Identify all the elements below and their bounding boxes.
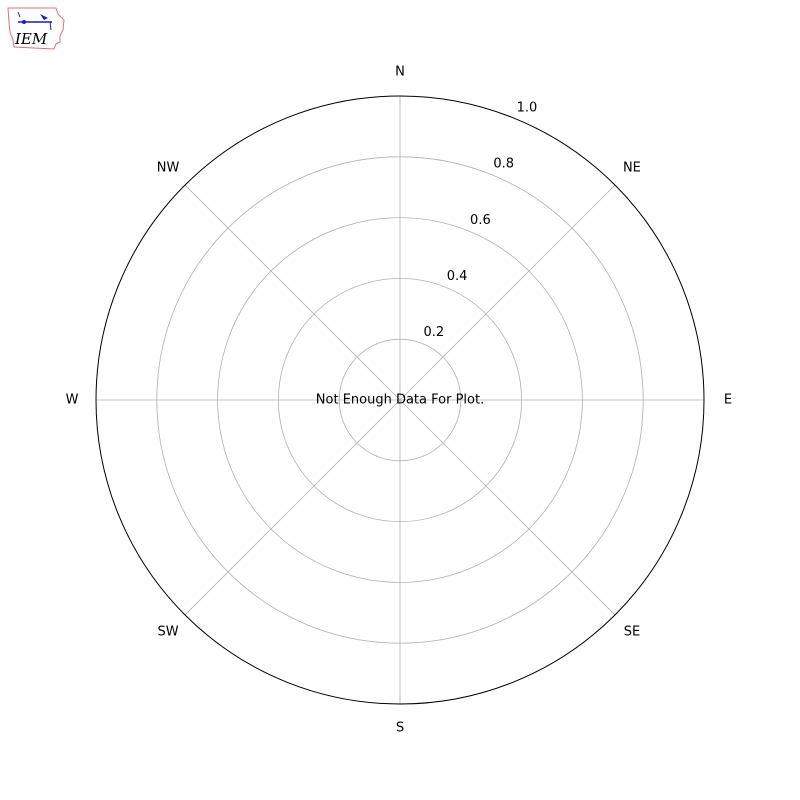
direction-label-e: E [724,393,732,408]
spoke-se [399,399,616,616]
radial-tick-label: 0.8 [493,157,514,172]
grid-ring [217,217,583,583]
spoke-ne [399,184,616,401]
radial-tick-label: 0.4 [447,269,468,284]
no-data-annotation: Not Enough Data For Plot. [316,393,484,408]
radial-tick-label: 0.2 [424,325,445,340]
logo-text: IEM [14,30,48,48]
direction-label-n: N [395,65,405,80]
axis-labels: N NE E SE S SW W NW 0.2 0.4 0.6 0.8 1.0 [66,65,733,736]
spoke-nw [184,184,401,401]
direction-label-se: SE [624,624,640,639]
direction-label-ne: NE [623,161,641,176]
outer-ring [95,95,705,705]
radial-tick-label: 0.6 [470,213,491,228]
radial-tick-label: 1.0 [517,101,538,116]
iem-logo: IEM [7,7,65,50]
direction-label-nw: NW [157,161,180,176]
spoke-sw [184,399,401,616]
direction-label-s: S [396,721,404,736]
grid-ring [156,156,644,644]
grid-ring [277,277,522,522]
polar-grid [95,95,705,705]
grid-ring [338,338,462,462]
direction-label-sw: SW [158,624,179,639]
direction-label-w: W [66,393,79,408]
